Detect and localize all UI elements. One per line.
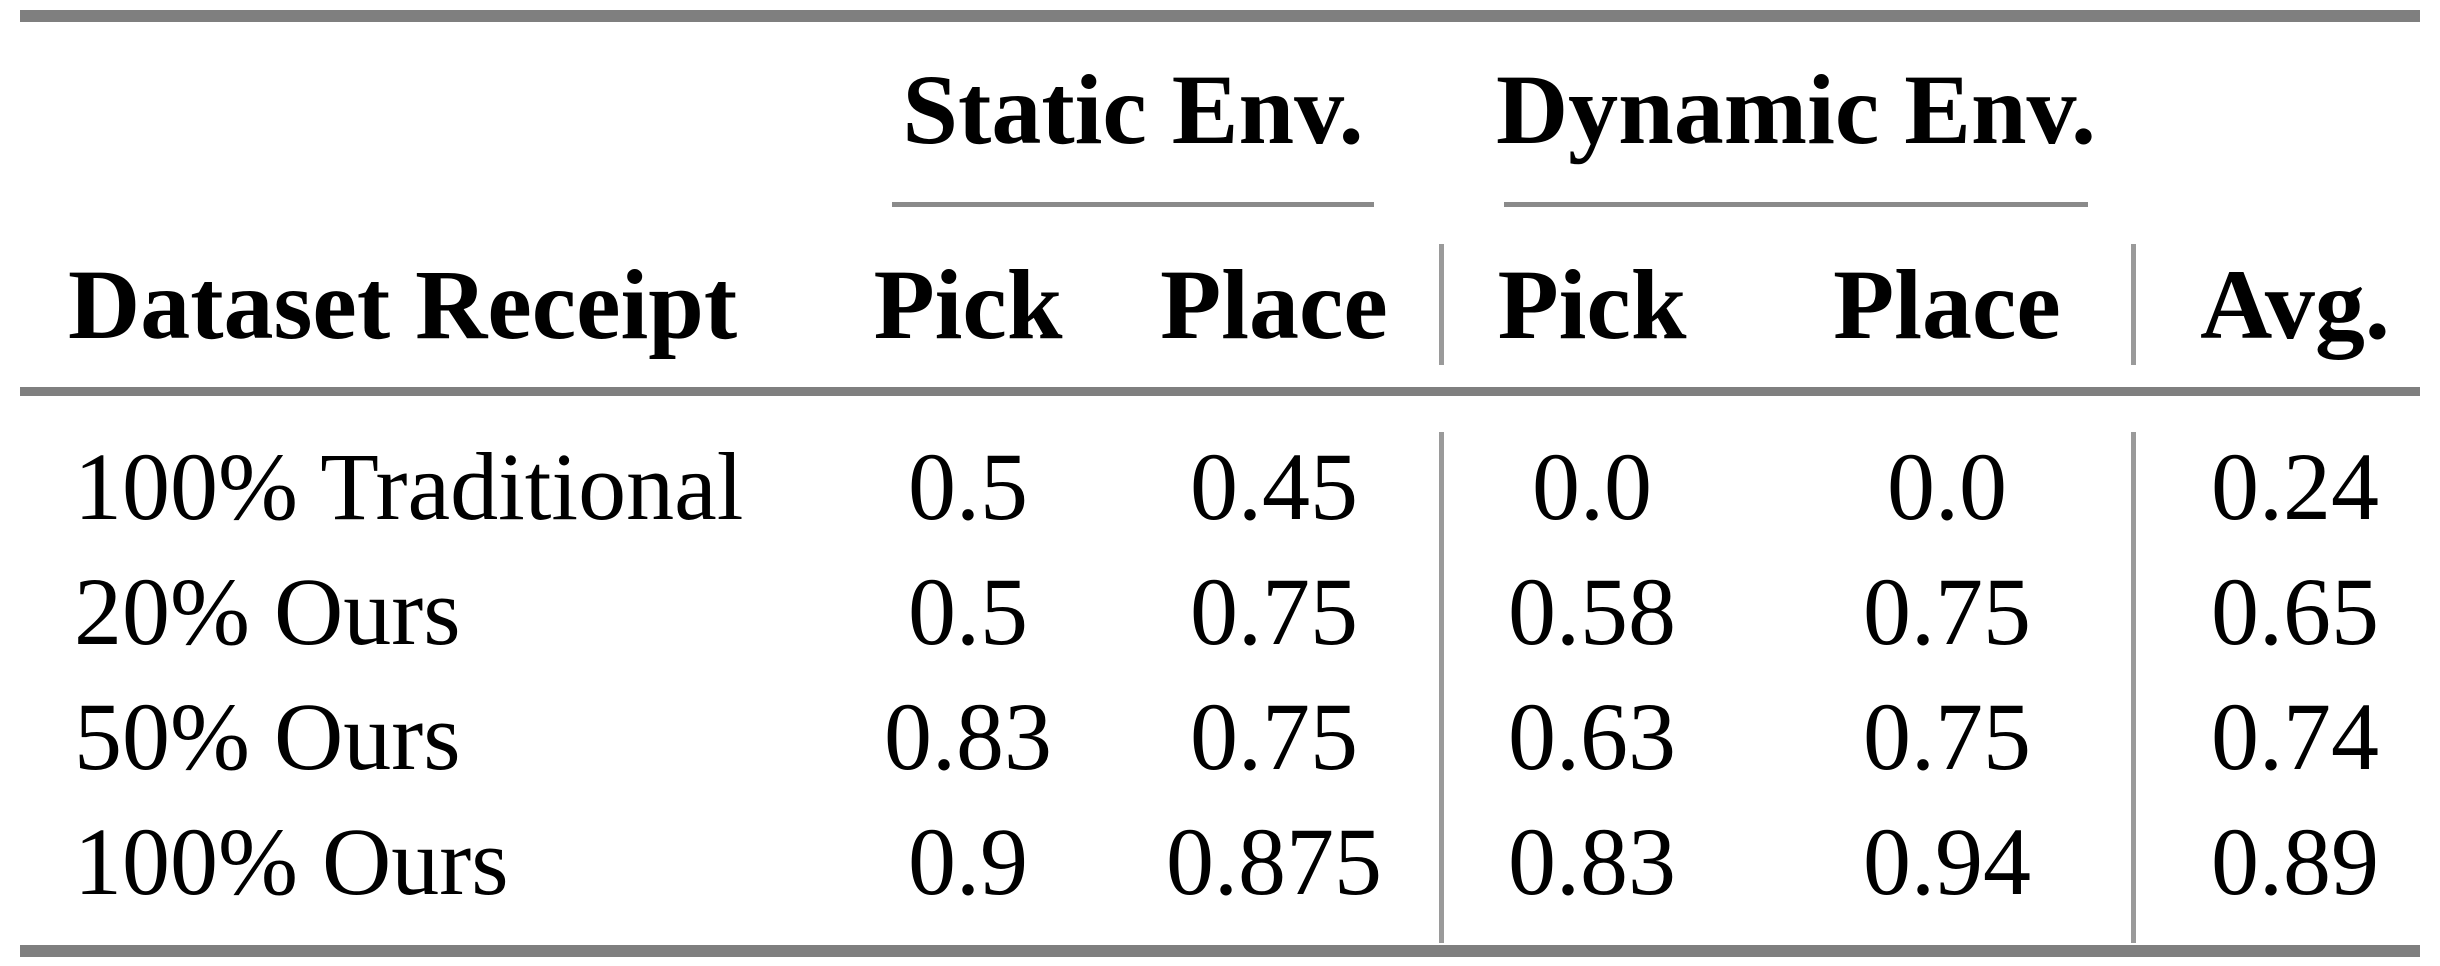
cell-static-pick: 0.5 <box>908 558 1028 665</box>
row-label: 20% Ours <box>74 558 461 665</box>
table-row: 100% Traditional 0.5 0.45 0.0 0.0 0.24 <box>0 425 2440 549</box>
cell-dynamic-pick: 0.58 <box>1508 558 1676 665</box>
top-rule <box>20 10 2420 22</box>
header-cell-static-pick: Pick <box>873 249 1063 360</box>
group-header-static-env: Static Env. <box>902 54 1364 165</box>
cell-dynamic-place: 0.75 <box>1863 558 2031 665</box>
row-label: 100% Ours <box>74 808 509 915</box>
column-separator-1-body <box>1439 432 1444 943</box>
cell-static-pick: 0.83 <box>884 683 1052 790</box>
column-separator-2-body <box>2131 432 2136 943</box>
cell-static-place: 0.45 <box>1190 433 1358 540</box>
cell-dynamic-place: 0.94 <box>1863 808 2031 915</box>
static-env-cmidrule <box>892 202 1374 207</box>
dynamic-env-cmidrule <box>1504 202 2088 207</box>
cell-static-place: 0.875 <box>1166 808 1382 915</box>
cell-dynamic-pick: 0.0 <box>1532 433 1652 540</box>
cell-dynamic-pick: 0.63 <box>1508 683 1676 790</box>
cell-avg: 0.89 <box>2211 808 2379 915</box>
bottom-rule <box>20 945 2420 957</box>
header-cell-static-place: Place <box>1160 249 1388 360</box>
cell-static-place: 0.75 <box>1190 558 1358 665</box>
cell-dynamic-pick: 0.83 <box>1508 808 1676 915</box>
row-label: 100% Traditional <box>74 433 744 540</box>
header-cell-dynamic-pick: Pick <box>1497 249 1687 360</box>
cell-static-pick: 0.5 <box>908 433 1028 540</box>
mid-rule <box>20 387 2420 396</box>
cell-avg: 0.65 <box>2211 558 2379 665</box>
column-separator-2-header <box>2131 244 2136 365</box>
table-row: 20% Ours 0.5 0.75 0.58 0.75 0.65 <box>0 550 2440 674</box>
table-row: 100% Ours 0.9 0.875 0.83 0.94 0.89 <box>0 800 2440 924</box>
cell-avg: 0.74 <box>2211 683 2379 790</box>
header-row: Dataset Receipt Pick Place Pick Place Av… <box>0 230 2440 380</box>
group-header-dynamic-env: Dynamic Env. <box>1495 54 2097 165</box>
header-cell-dataset-receipt: Dataset Receipt <box>68 249 738 360</box>
cell-static-pick: 0.9 <box>908 808 1028 915</box>
header-cell-dynamic-place: Place <box>1833 249 2061 360</box>
cell-static-place: 0.75 <box>1190 683 1358 790</box>
column-separator-1-header <box>1439 244 1444 365</box>
cell-dynamic-place: 0.0 <box>1887 433 2007 540</box>
table-row: 50% Ours 0.83 0.75 0.63 0.75 0.74 <box>0 675 2440 799</box>
header-cell-avg: Avg. <box>2200 249 2390 360</box>
row-label: 50% Ours <box>74 683 461 790</box>
cell-avg: 0.24 <box>2211 433 2379 540</box>
cell-dynamic-place: 0.75 <box>1863 683 2031 790</box>
